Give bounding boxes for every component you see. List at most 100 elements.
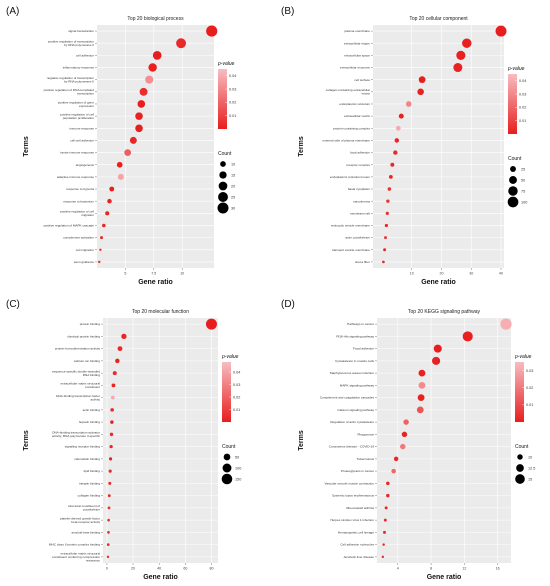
term-label: platelet-derived growth factor beta-recep…: [60, 516, 100, 524]
term-label: protein homodimerization activity: [55, 347, 101, 351]
term-label: signal transduction: [68, 29, 94, 33]
term-label-line: cell migration: [76, 248, 95, 252]
data-point: [115, 358, 120, 364]
x-tick-label: 16: [496, 567, 500, 571]
term-label-line: plasma membrane: [344, 29, 370, 33]
term-label: heparin binding: [79, 420, 100, 424]
term-label-line: Regulation of actin cytoskeleton: [330, 420, 374, 424]
data-point: [145, 75, 154, 84]
term-label-line: external side of plasma membrane: [323, 139, 371, 143]
data-point: [99, 248, 102, 251]
term-label-line: membrane raft: [350, 211, 370, 215]
term-label: angiogenesis: [76, 163, 95, 167]
term-label-line: Calcium signaling pathway: [337, 408, 374, 412]
term-label: basal cytoplasm: [348, 187, 371, 191]
color-legend-label: 0.03: [233, 383, 240, 387]
term-label: Cytoskeleton in muscle cells: [335, 359, 374, 363]
size-legend-dot: [218, 192, 228, 202]
color-legend-label: 0.03: [526, 369, 533, 373]
data-point: [176, 38, 187, 49]
plot-background: [377, 318, 511, 563]
term-label-line: cell-cell adhesion: [70, 139, 94, 143]
data-point: [401, 431, 408, 438]
color-legend-bar: [222, 362, 231, 422]
panel-label: (D): [281, 299, 295, 310]
term-label-line: actin binding: [83, 408, 101, 412]
term-label-line: endoplasmic reticulum: [339, 102, 370, 106]
term-label: Regulation of actin cytoskeleton: [330, 420, 374, 424]
color-legend-label: 0.04: [229, 74, 236, 78]
term-label-line: Tuberculosis: [357, 457, 375, 461]
color-legend-label: 0.03: [229, 87, 236, 91]
term-label-line: protein-containing complex: [333, 126, 370, 130]
term-label-line: endoplasmic reticulum lumen: [330, 175, 370, 179]
size-legend-label: 100: [521, 200, 527, 204]
chart-title: Top 20 biological process: [127, 16, 184, 22]
panel-label: (B): [281, 6, 294, 17]
size-legend-label: 15: [231, 173, 235, 177]
panel-label: (C): [6, 299, 20, 310]
term-label: MAPK signaling pathway: [340, 383, 375, 387]
term-label-line: extracellular space: [344, 53, 370, 57]
term-label: lipid binding: [84, 469, 101, 473]
term-label-line: signal transduction: [68, 29, 94, 33]
term-label-line: positive regulation of cell: [60, 112, 94, 116]
data-point: [107, 198, 112, 204]
x-tick-label: 20: [439, 272, 443, 276]
data-point: [116, 161, 123, 168]
term-label-line: sequence-specific double-stranded: [52, 369, 100, 373]
data-point: [109, 186, 115, 192]
term-label-line: sarcolemma: [353, 199, 370, 203]
term-label: cell adhesion: [76, 53, 94, 57]
data-point: [107, 531, 110, 534]
term-label-line: activity: [91, 397, 101, 401]
size-legend-label: 25: [521, 167, 525, 171]
term-label: Cell adhesion molecules: [340, 543, 374, 547]
y-axis-label: Terms: [23, 136, 30, 157]
data-point: [416, 406, 424, 414]
data-point: [109, 444, 113, 449]
size-legend-label: 15: [528, 477, 532, 481]
term-label-line: angiogenesis: [76, 163, 95, 167]
data-point: [108, 469, 112, 473]
term-label: extracellular matrix structural constitue…: [52, 551, 100, 562]
term-label-line: Coronavirus disease - COVID-19: [329, 445, 374, 449]
term-label: focal adhesion: [350, 151, 370, 155]
term-label-line: extracellular region: [344, 41, 370, 45]
term-label: extracellular exosome: [340, 66, 370, 70]
term-label: Herpes simplex virus 1 infection: [330, 518, 374, 522]
x-tick-label: 5: [124, 272, 126, 276]
term-label: extracellular matrix: [344, 114, 370, 118]
term-label-line: constituent conferring compression: [52, 555, 100, 559]
term-label-line: Alcoholic liver disease: [344, 555, 375, 559]
term-label-line: beta-receptor activity: [71, 520, 100, 524]
size-legend-title: Count: [515, 444, 529, 450]
data-point: [432, 356, 441, 365]
size-legend-dot: [222, 463, 232, 473]
term-label: positive regulation of gene expression: [58, 100, 94, 108]
data-point: [152, 51, 162, 60]
data-point: [108, 457, 113, 461]
data-point: [453, 63, 463, 73]
term-label-line: migration: [81, 213, 94, 217]
term-label-line: constituent: [85, 385, 100, 389]
plot-background: [103, 318, 218, 563]
size-legend-dot: [510, 166, 516, 172]
color-legend-label: 0.02: [229, 101, 236, 105]
color-legend-label: 0.02: [519, 106, 526, 110]
data-point: [137, 100, 146, 108]
chart-panel-2: (B) Top 20 cellular component 10 20 30 40 plas…: [281, 6, 527, 286]
color-legend-title: p-value: [507, 66, 525, 72]
term-label: calmodulin binding: [74, 457, 100, 461]
data-point: [107, 518, 110, 522]
term-label-line: positive regulation of cell: [60, 210, 94, 214]
plot-background: [97, 25, 214, 268]
term-label: identical protein binding: [67, 334, 100, 338]
color-legend-bar: [508, 74, 517, 134]
term-label-line: Vascular smooth muscle contraction: [325, 481, 375, 485]
size-legend-label: 10: [231, 162, 235, 166]
term-label: Coronavirus disease - COVID-19: [329, 445, 374, 449]
color-legend-label: 0.01: [233, 408, 240, 412]
term-label: endoplasmic reticulum: [339, 102, 370, 106]
